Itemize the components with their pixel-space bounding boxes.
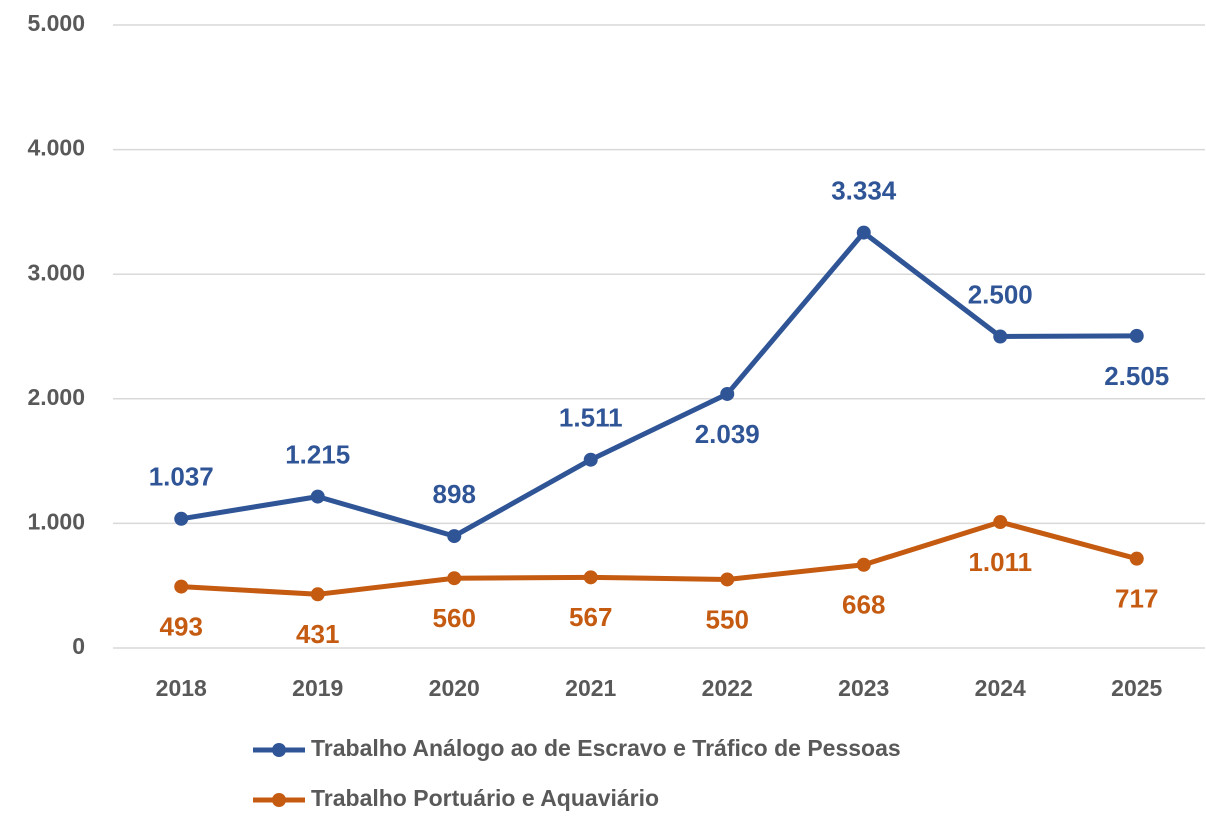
data-point: [447, 571, 462, 586]
legend-label: Trabalho Análogo ao de Escravo e Tráfico…: [311, 735, 901, 761]
data-label: 3.334: [831, 175, 897, 205]
data-label: 898: [433, 479, 476, 509]
data-label: 1.011: [968, 547, 1032, 577]
y-tick-label: 1.000: [27, 508, 85, 534]
data-label: 717: [1115, 584, 1158, 614]
data-label: 567: [569, 602, 612, 632]
data-label: 1.511: [559, 403, 623, 433]
data-label: 560: [433, 603, 476, 633]
data-point: [856, 557, 871, 572]
data-point: [993, 329, 1008, 344]
data-label: 550: [706, 604, 749, 634]
data-label: 493: [160, 611, 203, 641]
x-tick-label: 2024: [975, 675, 1026, 701]
y-tick-label: 5.000: [27, 10, 85, 36]
x-tick-label: 2019: [292, 675, 343, 701]
data-label: 2.500: [968, 279, 1033, 309]
data-point: [174, 579, 189, 594]
data-label: 1.215: [285, 439, 350, 469]
data-point: [1129, 328, 1144, 343]
series-line: [180, 230, 1137, 539]
y-tick-label: 2.000: [27, 384, 85, 410]
data-point: [1129, 551, 1144, 566]
data-point: [856, 225, 871, 240]
y-tick-label: 4.000: [27, 135, 85, 161]
data-label: 431: [296, 619, 339, 649]
legend-marker: [272, 793, 286, 807]
y-tick-label: 0: [72, 633, 85, 659]
x-tick-label: 2022: [702, 675, 753, 701]
data-point: [720, 386, 735, 401]
x-tick-label: 2020: [429, 675, 480, 701]
data-point: [720, 572, 735, 587]
data-point: [310, 489, 325, 504]
data-label: 2.039: [695, 419, 760, 449]
data-point: [583, 452, 598, 467]
data-point: [447, 529, 462, 544]
x-tick-label: 2023: [838, 675, 889, 701]
data-point: [583, 570, 598, 585]
legend-marker: [272, 743, 286, 757]
legend-label: Trabalho Portuário e Aquaviário: [311, 785, 659, 811]
x-tick-label: 2021: [565, 675, 616, 701]
x-tick-label: 2025: [1111, 675, 1162, 701]
data-label: 668: [842, 590, 885, 620]
data-point: [174, 511, 189, 526]
data-point: [993, 515, 1008, 530]
data-point: [310, 587, 325, 602]
y-tick-label: 3.000: [27, 259, 85, 285]
x-tick-label: 2018: [156, 675, 207, 701]
data-label: 2.505: [1104, 361, 1169, 391]
data-label: 1.037: [149, 462, 214, 492]
series-line: [181, 519, 1138, 597]
